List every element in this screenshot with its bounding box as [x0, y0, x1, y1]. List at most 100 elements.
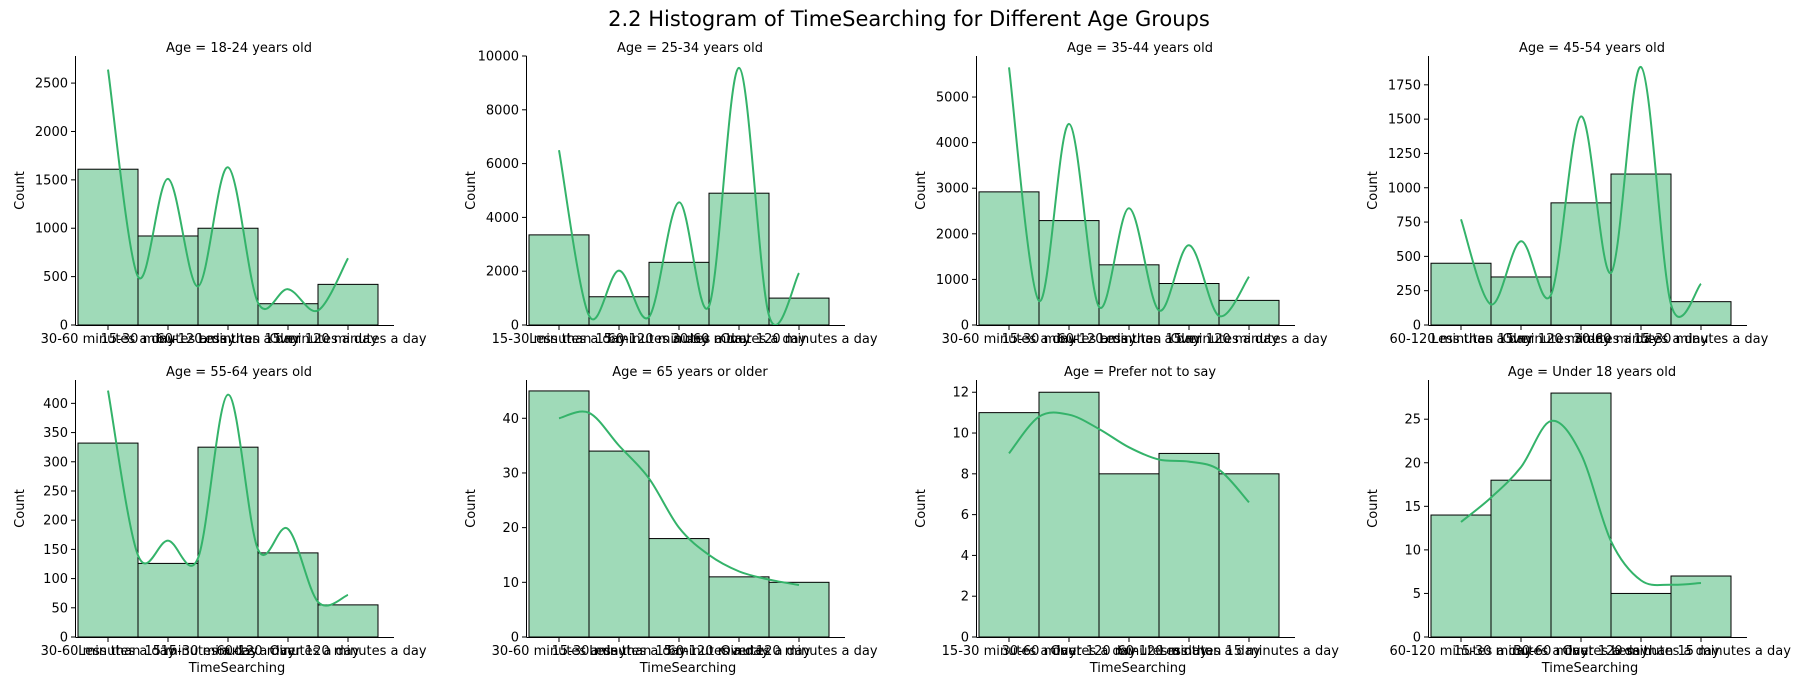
y-tick-label: 8000 [486, 103, 519, 118]
y-axis-label: Count [464, 489, 479, 528]
x-tick-label: Less than 15 minutes a day [529, 332, 709, 347]
kde-curve [1460, 65, 1702, 318]
x-tick-label: Less than 15 minutes a day [1099, 332, 1279, 347]
panel-title: Age = 35-44 years old [1067, 41, 1213, 56]
panel-title: Age = 18-24 years old [166, 41, 312, 56]
y-tick-label: 0 [1413, 319, 1421, 334]
x-tick-label: 15-30 minutes a day [1002, 332, 1137, 347]
bar-60-120-minutes-a-day [708, 576, 770, 638]
y-tick-label: 2 [961, 590, 969, 605]
bar-over-120-minutes-a-day [1550, 202, 1612, 326]
y-tick-label: 1000 [1388, 181, 1421, 196]
y-tick-label: 2000 [486, 265, 519, 280]
x-tick-label: 30-60 minutes a day [942, 332, 1077, 347]
y-axis-label: Count [464, 171, 479, 210]
x-axis-label: TimeSearching [188, 661, 286, 676]
panels: Age = 18-24 years old0500100015002000250… [13, 41, 1791, 676]
panel-5: Age = 55-64 years old 0 50 100 150 200 250 300 3… [13, 365, 427, 676]
y-tick-label: 40 [502, 412, 519, 427]
bar-less-than-15-minutes-a-day [1218, 473, 1280, 638]
y-tick-label: 10000 [478, 50, 519, 65]
panel-3: Age = 35-44 years old 0 1000 2000 3000 4000 50… [914, 41, 1328, 347]
x-tick-label: Over 120 minutes a day [720, 644, 877, 659]
x-tick-label: Over 120 minutes a day [1050, 644, 1207, 659]
bar-15-30-minutes-a-day [1038, 220, 1100, 326]
x-tick-label: 15-30 minutes a day [552, 644, 687, 659]
y-tick-label: 10 [1404, 543, 1421, 558]
x-axis-label: TimeSearching [1089, 661, 1187, 676]
y-tick-label: 300 [43, 455, 68, 470]
y-tick-label: 2500 [35, 77, 68, 92]
bar-30-60-minutes-a-day [528, 390, 590, 638]
panel-7: Age = Prefer not to say 0 2 4 6 8 10 12 15-30 mi… [914, 365, 1339, 676]
y-tick-label: 1000 [936, 273, 969, 288]
y-tick-label: 8 [961, 467, 969, 482]
bar-15-30-minutes-a-day [1490, 479, 1552, 638]
y-axis-label: Count [914, 489, 929, 528]
y-tick-label: 350 [43, 426, 68, 441]
x-tick-label: Over 120 minutes a day [1170, 332, 1327, 347]
x-tick-label: Less than 15 minutes a day [589, 644, 769, 659]
y-tick-label: 250 [1396, 284, 1421, 299]
y-tick-label: 0 [1413, 631, 1421, 646]
bar-less-than-15-minutes-a-day [137, 562, 199, 638]
kde-curve [558, 66, 800, 326]
y-tick-label: 25 [1404, 413, 1421, 428]
x-tick-label: 30-60 minutes a day [672, 332, 807, 347]
y-tick-label: 5 [1413, 587, 1421, 602]
bar-less-than-15-minutes-a-day [1490, 276, 1552, 326]
x-tick-label: 60-120 minutes a day [1118, 644, 1261, 659]
x-tick-label: 60-120 minutes a day [1390, 644, 1533, 659]
bar-over-120-minutes-a-day [1098, 473, 1160, 638]
y-axis-label: Count [1366, 171, 1381, 210]
panel-6: Age = 65 years or older 0 10 20 30 40 30-60 mi… [464, 365, 878, 676]
y-tick-label: 20 [1404, 456, 1421, 471]
y-tick-label: 4000 [936, 136, 969, 151]
x-tick-label: Over 120 minutes a day [269, 644, 426, 659]
panel-title: Age = Prefer not to say [1064, 365, 1216, 380]
y-tick-label: 250 [43, 484, 68, 499]
x-tick-label: 15-30 minutes a day [1454, 644, 1589, 659]
kde-curve [107, 69, 349, 313]
x-tick-label: 60-120 minutes a day [668, 644, 811, 659]
bar-60-120-minutes-a-day [257, 552, 319, 638]
kde-curve [1460, 419, 1702, 587]
bar-15-30-minutes-a-day [978, 412, 1040, 638]
x-tick-label: 15-30 minutes a day [942, 644, 1077, 659]
y-tick-label: 6 [961, 508, 969, 523]
bar-15-30-minutes-a-day [1670, 301, 1732, 326]
x-tick-label: Less than 15 minutes a day [1431, 332, 1611, 347]
bar-30-60-minutes-a-day [708, 192, 770, 326]
x-tick-label: 30-60 minutes a day [1574, 332, 1709, 347]
panel-title: Age = 65 years or older [612, 365, 768, 380]
bar-over-120-minutes-a-day [317, 283, 379, 326]
y-axis-label: Count [13, 171, 28, 210]
x-tick-label: Less than 15 minutes a day [198, 332, 378, 347]
x-tick-label: 30-60 minutes a day [1514, 644, 1649, 659]
y-axis-label: Count [1366, 489, 1381, 528]
bar-15-30-minutes-a-day [197, 446, 259, 638]
bar-over-120-minutes-a-day [1610, 592, 1672, 638]
kde-curve [1008, 67, 1250, 317]
kde-curve [558, 410, 800, 587]
x-tick-label: 30-60 minutes a day [41, 644, 176, 659]
x-tick-label: 15-30 minutes a day [101, 332, 236, 347]
bar-15-30-minutes-a-day [137, 235, 199, 326]
y-tick-label: 5000 [936, 91, 969, 106]
y-tick-label: 2000 [936, 227, 969, 242]
kde-curve [107, 390, 349, 607]
y-tick-label: 1500 [1388, 113, 1421, 128]
y-tick-label: 4000 [486, 211, 519, 226]
y-tick-label: 750 [1396, 216, 1421, 231]
y-tick-label: 1500 [35, 173, 68, 188]
panel-4: Age = 45-54 years old 0 250 500 750 1000 1250 1… [1366, 41, 1769, 347]
y-tick-label: 200 [43, 514, 68, 529]
panel-title: Age = 45-54 years old [1519, 41, 1665, 56]
bar-60-120-minutes-a-day [648, 261, 710, 326]
y-tick-label: 1000 [35, 222, 68, 237]
y-tick-label: 20 [502, 521, 519, 536]
y-tick-label: 500 [1396, 250, 1421, 265]
bar-over-120-minutes-a-day [1218, 299, 1280, 326]
y-tick-label: 0 [511, 631, 519, 646]
panel-1: Age = 18-24 years old 0 500 1000 1500 2000 250… [13, 41, 427, 347]
